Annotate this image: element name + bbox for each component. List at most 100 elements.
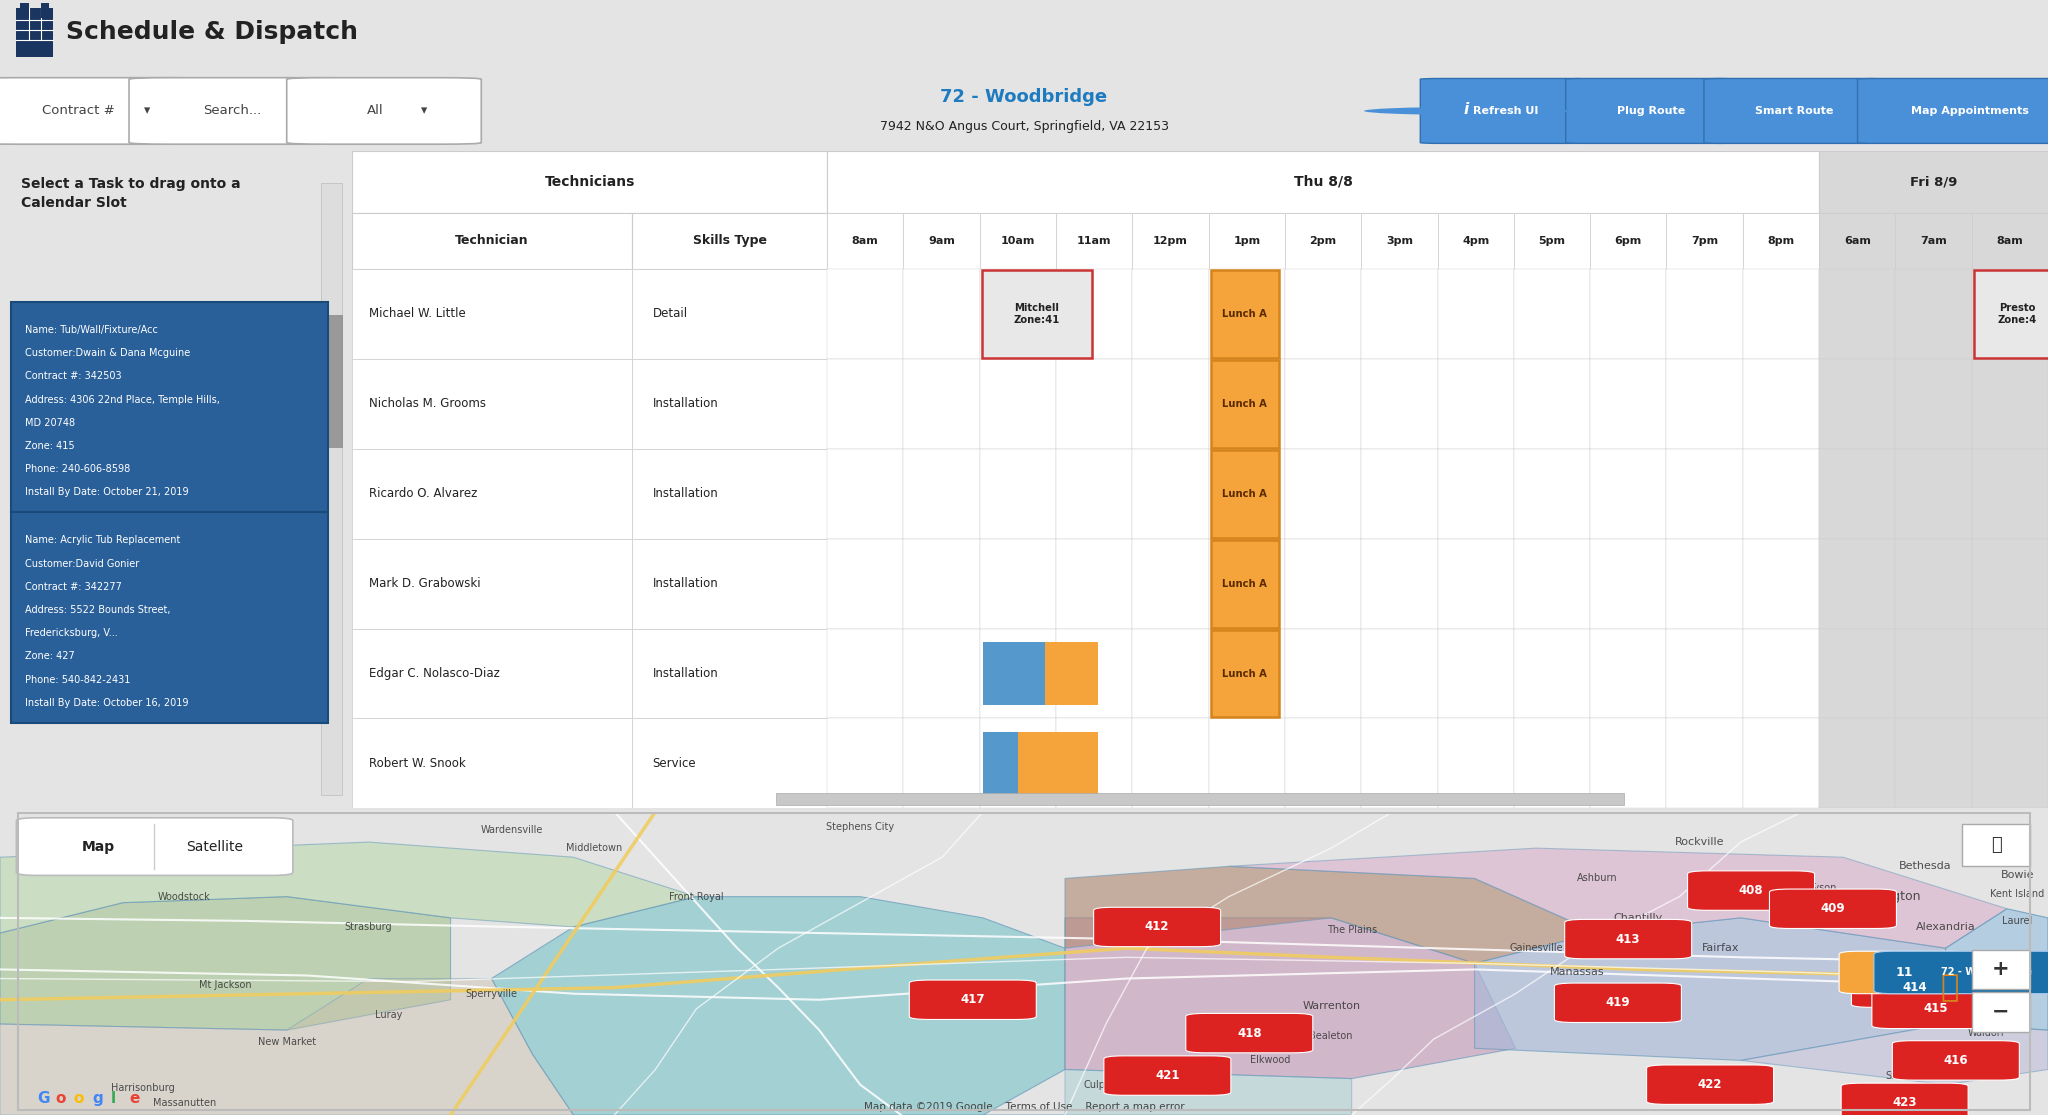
Text: 8am: 8am bbox=[852, 236, 879, 246]
Text: 409: 409 bbox=[1821, 902, 1845, 915]
Text: today: today bbox=[389, 181, 426, 193]
Text: Federalsburg: Federalsburg bbox=[1985, 982, 2048, 992]
FancyBboxPatch shape bbox=[0, 78, 205, 144]
Bar bbox=[1894, 718, 1972, 808]
Bar bbox=[1057, 359, 1133, 448]
Text: 7pm: 7pm bbox=[1692, 236, 1718, 246]
Text: Smart Route: Smart Route bbox=[1755, 106, 1833, 116]
Text: e: e bbox=[129, 1090, 139, 1106]
Bar bbox=[1438, 359, 1513, 448]
Text: i: i bbox=[1464, 101, 1468, 117]
FancyBboxPatch shape bbox=[1554, 983, 1681, 1022]
Bar bbox=[1667, 359, 1743, 448]
Text: Installation: Installation bbox=[653, 578, 719, 590]
FancyBboxPatch shape bbox=[1210, 449, 1278, 537]
Bar bbox=[1819, 718, 1894, 808]
FancyBboxPatch shape bbox=[1851, 968, 1978, 1007]
Text: Lunch A: Lunch A bbox=[1223, 488, 1268, 498]
Text: 5pm: 5pm bbox=[1538, 236, 1565, 246]
Bar bbox=[1284, 718, 1362, 808]
Text: 412: 412 bbox=[1145, 921, 1169, 933]
Bar bbox=[1438, 269, 1513, 359]
Text: l: l bbox=[111, 1090, 117, 1106]
Bar bbox=[1284, 359, 1362, 448]
Text: Map Appointments: Map Appointments bbox=[1911, 106, 2030, 116]
Bar bbox=[827, 718, 903, 808]
Text: Zone: 427: Zone: 427 bbox=[25, 651, 74, 661]
Bar bbox=[352, 151, 827, 213]
Text: Address: 5522 Bounds Street,: Address: 5522 Bounds Street, bbox=[25, 605, 170, 615]
FancyBboxPatch shape bbox=[1421, 78, 1589, 144]
Text: Washington: Washington bbox=[1847, 890, 1921, 903]
FancyBboxPatch shape bbox=[1921, 157, 2015, 216]
Polygon shape bbox=[0, 842, 696, 933]
FancyBboxPatch shape bbox=[1567, 78, 1737, 144]
Text: Front Royal: Front Royal bbox=[670, 892, 723, 902]
FancyBboxPatch shape bbox=[129, 78, 358, 144]
Text: Install By Date: October 16, 2019: Install By Date: October 16, 2019 bbox=[25, 698, 188, 708]
Text: Easton: Easton bbox=[2001, 956, 2034, 966]
Bar bbox=[41, 3, 49, 18]
Bar bbox=[903, 448, 979, 539]
Text: Wardensville: Wardensville bbox=[481, 825, 543, 835]
Bar bbox=[1208, 213, 1284, 269]
Text: Technician: Technician bbox=[455, 234, 528, 248]
Text: Gainesville: Gainesville bbox=[1509, 943, 1563, 953]
Bar bbox=[1894, 359, 1972, 448]
Bar bbox=[1133, 213, 1208, 269]
FancyBboxPatch shape bbox=[1688, 871, 1815, 910]
Bar bbox=[1208, 718, 1284, 808]
Text: Map: Map bbox=[82, 840, 115, 854]
Bar bbox=[1743, 448, 1819, 539]
Bar bbox=[1438, 629, 1513, 718]
FancyBboxPatch shape bbox=[1104, 1056, 1231, 1095]
Text: Massanutten: Massanutten bbox=[154, 1098, 215, 1108]
Text: 12pm: 12pm bbox=[1153, 236, 1188, 246]
Text: Technicians: Technicians bbox=[545, 175, 635, 188]
FancyBboxPatch shape bbox=[1647, 1065, 1774, 1104]
Bar bbox=[1667, 213, 1743, 269]
FancyBboxPatch shape bbox=[1094, 908, 1221, 947]
Text: 414: 414 bbox=[1903, 981, 1927, 995]
Bar bbox=[1208, 359, 1284, 448]
Text: 2pm: 2pm bbox=[1309, 236, 1337, 246]
Text: list: list bbox=[2007, 181, 2025, 193]
FancyBboxPatch shape bbox=[1968, 157, 2048, 216]
Text: Waldorf: Waldorf bbox=[1968, 1028, 2005, 1038]
Bar bbox=[1438, 718, 1513, 808]
Bar bbox=[1208, 629, 1284, 718]
Text: Installation: Installation bbox=[653, 397, 719, 410]
Text: New Market: New Market bbox=[258, 1037, 315, 1047]
Text: Customer:David Gonier: Customer:David Gonier bbox=[25, 559, 139, 569]
Text: Schedule & Dispatch: Schedule & Dispatch bbox=[66, 20, 358, 45]
Text: Tyson: Tyson bbox=[1808, 883, 1837, 892]
Text: −: − bbox=[1993, 1002, 2009, 1021]
Bar bbox=[827, 629, 903, 718]
Text: Stafford: Stafford bbox=[1886, 1070, 1923, 1080]
Text: 7942 N&O Angus Court, Springfield, VA 22153: 7942 N&O Angus Court, Springfield, VA 22… bbox=[879, 120, 1169, 134]
Bar bbox=[979, 629, 1057, 718]
Bar bbox=[1667, 539, 1743, 629]
Bar bbox=[776, 793, 1624, 805]
Bar bbox=[322, 183, 342, 795]
Bar bbox=[979, 213, 1057, 269]
Bar bbox=[1362, 269, 1438, 359]
Text: Contract #: 342503: Contract #: 342503 bbox=[25, 371, 121, 381]
Bar bbox=[352, 448, 633, 539]
Text: Contract #: Contract # bbox=[41, 105, 115, 117]
Bar bbox=[827, 269, 903, 359]
FancyBboxPatch shape bbox=[328, 156, 487, 217]
Polygon shape bbox=[1065, 866, 1597, 963]
Bar bbox=[633, 629, 827, 718]
Bar bbox=[1589, 539, 1667, 629]
Text: Zone: 415: Zone: 415 bbox=[25, 440, 74, 450]
Bar bbox=[1284, 269, 1362, 359]
Bar bbox=[827, 539, 903, 629]
Text: 419: 419 bbox=[1606, 997, 1630, 1009]
Bar bbox=[1057, 629, 1133, 718]
Text: Manassas: Manassas bbox=[1550, 968, 1604, 978]
Text: Stephens City: Stephens City bbox=[825, 822, 895, 832]
Text: Mitchell
Zone:41: Mitchell Zone:41 bbox=[1014, 302, 1061, 326]
Text: Service: Service bbox=[653, 757, 696, 770]
Bar bbox=[1972, 269, 2048, 359]
